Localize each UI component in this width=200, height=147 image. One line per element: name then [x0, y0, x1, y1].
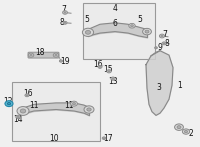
Circle shape [155, 47, 157, 48]
Circle shape [64, 22, 66, 23]
Text: 14: 14 [14, 115, 23, 124]
Circle shape [16, 115, 20, 118]
Text: 3: 3 [157, 83, 161, 92]
Circle shape [63, 11, 67, 14]
Circle shape [184, 130, 188, 133]
Circle shape [163, 43, 165, 44]
Text: 11: 11 [29, 101, 39, 110]
Circle shape [28, 53, 34, 57]
Text: 5: 5 [85, 15, 89, 24]
Circle shape [161, 35, 163, 37]
Circle shape [71, 101, 77, 106]
Circle shape [102, 137, 106, 140]
Circle shape [63, 21, 67, 24]
Circle shape [64, 12, 66, 13]
Circle shape [162, 42, 166, 45]
FancyBboxPatch shape [12, 82, 100, 141]
Circle shape [143, 28, 151, 35]
Text: 19: 19 [60, 57, 70, 66]
Text: 5: 5 [138, 15, 142, 24]
Circle shape [182, 129, 190, 134]
Circle shape [59, 60, 63, 62]
FancyBboxPatch shape [83, 3, 155, 59]
Circle shape [26, 95, 28, 96]
Text: 13: 13 [108, 77, 118, 86]
Circle shape [84, 106, 94, 113]
FancyBboxPatch shape [28, 52, 59, 58]
Text: 9: 9 [157, 43, 162, 52]
Circle shape [5, 101, 13, 107]
Circle shape [30, 54, 32, 56]
Circle shape [82, 28, 94, 36]
Text: 11: 11 [64, 101, 74, 110]
Text: 1: 1 [178, 81, 182, 90]
Circle shape [131, 25, 133, 27]
Text: 4: 4 [113, 4, 117, 13]
Text: 6: 6 [113, 19, 117, 28]
Circle shape [25, 94, 29, 97]
Text: 8: 8 [165, 39, 170, 48]
Text: 8: 8 [60, 18, 64, 27]
Text: 17: 17 [103, 134, 112, 143]
Circle shape [87, 108, 91, 111]
Circle shape [85, 30, 91, 34]
Circle shape [98, 65, 102, 68]
Circle shape [145, 30, 149, 33]
Circle shape [175, 124, 183, 130]
Circle shape [108, 71, 110, 72]
Circle shape [17, 107, 29, 115]
Text: 10: 10 [49, 134, 59, 143]
Circle shape [129, 23, 135, 28]
Circle shape [99, 66, 101, 67]
Circle shape [107, 70, 111, 73]
Circle shape [155, 47, 157, 49]
Circle shape [17, 116, 19, 118]
Circle shape [53, 53, 59, 57]
Circle shape [111, 77, 115, 80]
Circle shape [159, 34, 165, 38]
Circle shape [20, 109, 26, 113]
Text: 12: 12 [3, 97, 12, 106]
Circle shape [7, 102, 11, 105]
Polygon shape [146, 51, 173, 115]
Circle shape [177, 126, 181, 129]
Circle shape [112, 78, 114, 79]
Text: 7: 7 [162, 30, 167, 39]
Text: 18: 18 [35, 48, 45, 57]
Text: 2: 2 [189, 128, 193, 138]
Circle shape [55, 54, 57, 56]
Circle shape [72, 102, 76, 105]
Circle shape [103, 138, 105, 139]
Text: 16: 16 [94, 60, 103, 69]
Text: 16: 16 [23, 88, 32, 98]
Text: 7: 7 [61, 5, 66, 15]
Text: 15: 15 [103, 65, 113, 74]
